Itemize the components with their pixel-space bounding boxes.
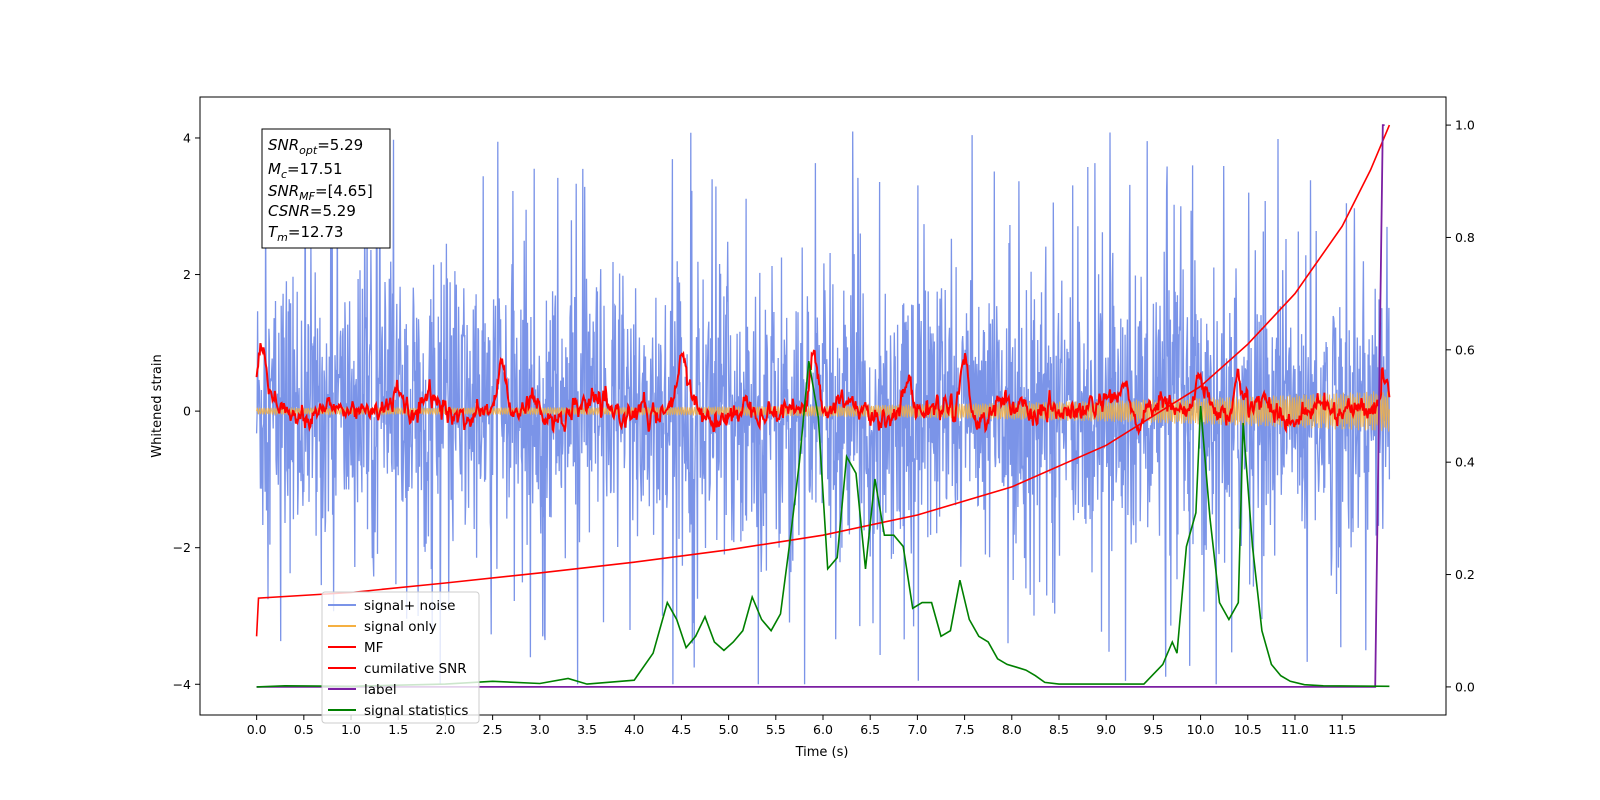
- series-cumulative-snr-line: [255, 124, 1391, 637]
- y-axis-right: 1.0 0.8 0.6 0.4 0.2 0.0: [1446, 118, 1475, 694]
- x-axis-label: Time (s): [795, 745, 849, 760]
- info-snr-mf: SNRMF=[4.65]: [268, 182, 373, 203]
- x-tick-label: 0.5: [294, 722, 314, 737]
- info-mc: Mc=17.51: [268, 160, 343, 181]
- info-csnr: CSNR=5.29: [268, 202, 356, 220]
- x-tick-label: 0.0: [247, 722, 267, 737]
- x-tick-label: 3.5: [577, 722, 597, 737]
- y2-tick-label: 0.6: [1455, 342, 1475, 357]
- legend: signal+ noise signal only MF cumilative SNR…: [321, 591, 480, 724]
- y-tick-label: −2: [173, 540, 191, 555]
- x-tick-label: 10.0: [1187, 722, 1215, 737]
- x-tick-label: 9.0: [1096, 722, 1116, 737]
- x-axis: 0.0 0.5 1.0 1.5 2.0 2.5 3.0 3.5 4.0 4.5 5.0 5.5 6.0 6…: [247, 715, 1356, 737]
- x-tick-label: 6.5: [860, 722, 880, 737]
- legend-box: [321, 591, 480, 724]
- x-tick-label: 8.0: [1002, 722, 1022, 737]
- y-tick-label: 4: [183, 130, 191, 145]
- x-tick-label: 4.5: [671, 722, 691, 737]
- legend-entry-label: label: [364, 682, 397, 698]
- x-tick-label: 2.5: [483, 722, 503, 737]
- x-tick-label: 6.0: [813, 722, 833, 737]
- info-tm: Tm=12.73: [268, 223, 343, 244]
- legend-entry-label: signal only: [364, 619, 437, 635]
- x-tick-label: 10.5: [1234, 722, 1262, 737]
- series-label-line: [256, 124, 1385, 688]
- y-tick-label: 2: [183, 267, 191, 282]
- legend-entry-label: MF: [364, 640, 383, 656]
- x-tick-label: 5.0: [719, 722, 739, 737]
- y2-tick-label: 1.0: [1455, 118, 1475, 133]
- x-tick-label: 3.0: [530, 722, 550, 737]
- legend-entry-label: cumilative SNR: [364, 661, 467, 677]
- x-tick-label: 8.5: [1049, 722, 1069, 737]
- x-tick-label: 7.0: [907, 722, 927, 737]
- y-axis-label: Whitened strain: [150, 354, 165, 457]
- legend-entry-label: signal statistics: [364, 703, 468, 719]
- x-tick-label: 1.0: [341, 722, 361, 737]
- y2-tick-label: 0.4: [1455, 455, 1475, 470]
- y2-tick-label: 0.0: [1455, 679, 1475, 694]
- y2-tick-label: 0.8: [1455, 230, 1475, 245]
- x-tick-label: 5.5: [766, 722, 786, 737]
- x-tick-label: 9.5: [1143, 722, 1163, 737]
- x-tick-label: 4.0: [624, 722, 644, 737]
- info-box: SNRopt=5.29 Mc=17.51 SNRMF=[4.65] CSNR=5…: [261, 128, 391, 249]
- series-mf-line: [255, 342, 1391, 437]
- y-axis-left: 4 2 0 −2 −4: [173, 130, 200, 692]
- y-tick-label: −4: [173, 677, 191, 692]
- y2-tick-label: 0.2: [1455, 567, 1475, 582]
- info-snr-opt: SNRopt=5.29: [268, 136, 363, 157]
- x-tick-label: 11.0: [1281, 722, 1309, 737]
- x-tick-label: 2.0: [435, 722, 455, 737]
- x-tick-label: 11.5: [1328, 722, 1356, 737]
- series-layer: [255, 124, 1391, 688]
- x-tick-label: 7.5: [955, 722, 975, 737]
- legend-entry-label: signal+ noise: [364, 598, 455, 614]
- series-signal-statistics-line: [256, 360, 1390, 688]
- x-tick-label: 1.5: [388, 722, 408, 737]
- y-tick-label: 0: [183, 404, 191, 419]
